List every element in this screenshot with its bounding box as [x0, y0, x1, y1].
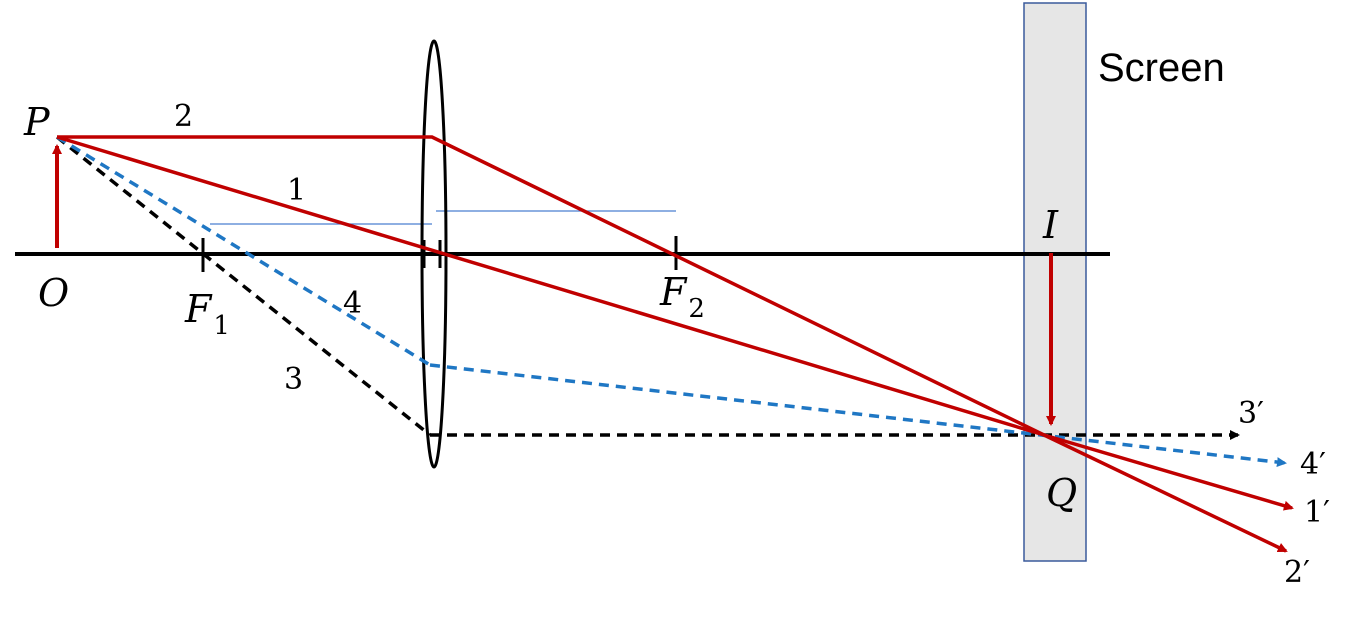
- ray-label-2: 2: [174, 99, 193, 134]
- point-label-i: I: [1042, 203, 1059, 247]
- ray-2-out: [1043, 433, 1288, 553]
- ray-2-path: [57, 135, 1045, 437]
- ray-label-4-out: 4′: [1300, 447, 1326, 482]
- ray-4-out: [429, 363, 1287, 468]
- ray-1-path: [56, 135, 1045, 437]
- screen-label: Screen: [1098, 46, 1225, 90]
- focal-label-f1: F1: [184, 287, 230, 341]
- focal-label-f2: F2: [659, 270, 705, 324]
- ray-label-2-out: 2′: [1284, 555, 1310, 590]
- ray-label-1-out: 1′: [1304, 495, 1330, 530]
- point-label-q: Q: [1046, 471, 1077, 515]
- ray-label-1: 1: [287, 173, 306, 208]
- ray-3-path: [55, 135, 432, 437]
- focal-label-f2-sub: 2: [688, 294, 705, 324]
- point-label-p: P: [23, 100, 51, 144]
- ray-4-path: [56, 135, 431, 367]
- screen-rect: [1023, 2, 1087, 562]
- ray-label-3-out: 3′: [1238, 396, 1264, 431]
- point-label-o: O: [38, 271, 69, 315]
- focal-label-f1-sub: 1: [213, 311, 230, 341]
- ray-label-4: 4: [343, 286, 362, 321]
- ray-label-3: 3: [284, 362, 303, 397]
- ray-1-out: [1043, 433, 1294, 511]
